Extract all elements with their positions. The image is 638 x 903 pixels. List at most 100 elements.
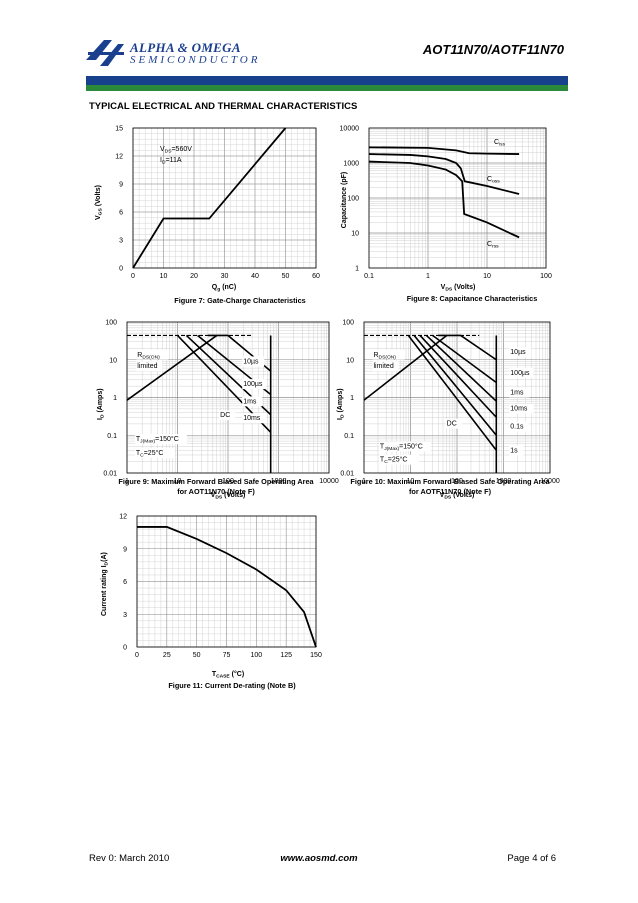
fig7-annotation-id: ID=11A	[160, 157, 182, 166]
fig11-xtick: 25	[163, 652, 171, 659]
fig9-label-bg	[134, 447, 175, 458]
fig11-ytick: 12	[119, 514, 127, 521]
fig8-xlabel: VDS (Volts)	[441, 284, 476, 293]
fig10-label: 100µs	[510, 370, 530, 377]
fig10-label-bg	[509, 421, 530, 432]
fig9-xtick: 100	[222, 478, 234, 485]
fig7-xlabel: Qg (nC)	[212, 284, 236, 293]
fig11-series-line	[137, 526, 317, 648]
fig9-label-bg	[134, 434, 187, 445]
fig9-label: DC	[220, 412, 230, 419]
fig8-ylabel: Capacitance (pF)	[341, 172, 348, 228]
fig7-ytick: 9	[119, 182, 123, 189]
fig8-frame	[368, 127, 547, 269]
fig11-xtick: 50	[193, 652, 201, 659]
fig10-soa-curve	[419, 334, 497, 418]
caption-fig9: Figure 9: Maximum Forward Biased Safe Op…	[118, 477, 314, 496]
fig9-frame	[126, 321, 330, 474]
fig9-ytick: 1	[113, 395, 117, 402]
fig9-label: RDS(ON)	[137, 352, 160, 361]
fig10-label-bg	[509, 403, 534, 414]
fig10-label: 1s	[510, 447, 518, 454]
fig7-ytick: 15	[115, 126, 123, 133]
fig10-soa-curve	[413, 334, 497, 436]
footer-page: Page 4 of 6	[507, 853, 556, 864]
fig9-label: TC=25°C	[136, 449, 164, 459]
fig9-label-bg	[242, 396, 263, 407]
fig10-soa-curve	[425, 334, 497, 402]
fig9-rdson-line	[126, 334, 218, 401]
fig7-xtick: 10	[160, 273, 168, 280]
fig9-label: 1ms	[243, 398, 257, 405]
fig8-series-ciss	[368, 146, 520, 155]
footer-website[interactable]: www.aosmd.com	[280, 853, 358, 864]
fig10-label: 1ms	[510, 390, 524, 397]
fig7-xtick: 60	[312, 273, 320, 280]
fig10-soa-curve	[432, 334, 497, 384]
fig7-xtick: 50	[282, 273, 290, 280]
fig8-label-crss: Crss	[487, 241, 499, 250]
fig10-label: limited	[373, 363, 393, 370]
fig8-ytick: 100	[347, 196, 359, 203]
logo-icon	[86, 40, 124, 66]
fig9-xtick: 1000	[271, 478, 287, 485]
fig8-label-coss: Coss	[487, 176, 500, 185]
fig10-xtick: 1000	[496, 478, 512, 485]
fig10-label-bg	[509, 367, 534, 378]
fig7-xtick: 20	[190, 273, 198, 280]
fig10-xlabel: VDS (Volts)	[440, 492, 475, 501]
fig9-xlabel: VDS (Volts)	[211, 492, 246, 501]
fig9-label-bg	[136, 361, 163, 372]
header-bar-green	[86, 85, 568, 91]
fig7-ytick: 0	[119, 266, 123, 273]
fig11-ytick: 6	[123, 579, 127, 586]
footer-revision: Rev 0: March 2010	[89, 853, 170, 864]
section-title: TYPICAL ELECTRICAL AND THERMAL CHARACTER…	[89, 101, 358, 112]
fig10-ytick: 0.01	[340, 471, 354, 478]
fig9-label-bg	[242, 413, 267, 424]
fig9-ylabel: ID (Amps)	[97, 388, 106, 420]
fig7-ytick: 12	[115, 154, 123, 161]
fig10-label-bg	[372, 349, 405, 360]
fig10-rdson-line	[363, 334, 448, 401]
fig7-series-line	[132, 127, 287, 269]
fig7-frame	[132, 127, 317, 269]
fig8-series-coss	[368, 153, 520, 195]
fig9-label: limited	[137, 363, 157, 370]
fig8-ytick: 10	[351, 231, 359, 238]
fig10-label-bg	[445, 418, 462, 429]
fig10-label: TC=25°C	[380, 456, 408, 466]
fig9-xtick: 10	[174, 478, 182, 485]
fig7-xtick: 30	[221, 273, 229, 280]
logo-line2: SEMICONDUCTOR	[130, 54, 261, 66]
fig9-label-bg	[219, 410, 236, 421]
fig7-ytick: 6	[119, 210, 123, 217]
fig11-ytick: 3	[123, 612, 127, 619]
fig9-label: 10ms	[243, 415, 261, 422]
fig11-xtick: 100	[250, 652, 262, 659]
fig8-xtick: 10	[483, 273, 491, 280]
fig11-xtick: 125	[280, 652, 292, 659]
fig10-ytick: 10	[346, 357, 354, 364]
caption-fig10: Figure 10: Maximum Forward Biased Safe O…	[350, 477, 550, 496]
fig10-soa-curve	[438, 334, 497, 361]
fig10-ylabel: ID (Amps)	[337, 388, 346, 420]
fig7-xtick: 0	[131, 273, 135, 280]
fig9-label-bg	[242, 379, 267, 390]
fig7-ytick: 3	[119, 238, 123, 245]
fig10-label: RDS(ON)	[373, 352, 396, 361]
fig9-ytick: 0.01	[103, 471, 117, 478]
fig7-ylabel: VGS (Volts)	[95, 185, 104, 220]
fig10-ytick: 1	[350, 395, 354, 402]
fig9-label-bg	[242, 356, 265, 367]
caption-fig11: Figure 11: Current De-rating (Note B)	[168, 681, 296, 690]
fig9-label: 100µs	[243, 381, 263, 388]
fig9-label: 10µs	[243, 358, 259, 365]
fig8-series-crss	[368, 160, 520, 239]
fig10-ytick: 100	[342, 320, 354, 327]
fig8-ytick: 10000	[340, 126, 360, 133]
fig9-xtick: 10000	[319, 478, 339, 485]
fig10-label-bg	[509, 347, 532, 358]
fig8-xtick: 0.1	[364, 273, 374, 280]
